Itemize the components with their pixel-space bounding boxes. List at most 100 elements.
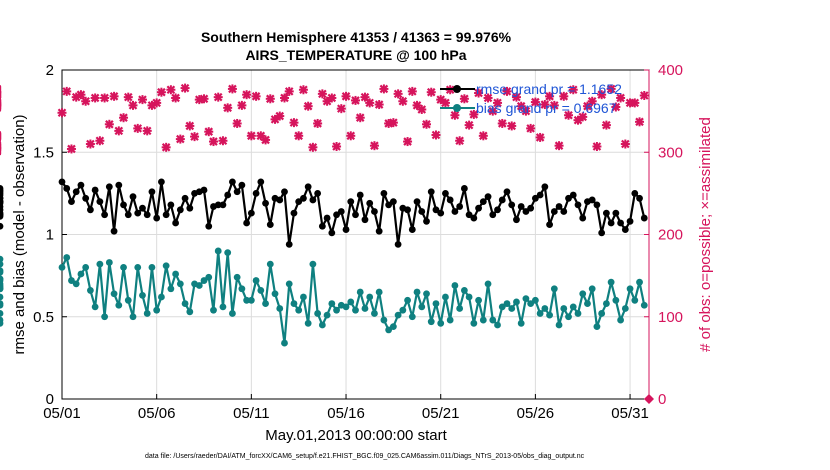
rmse-point (304, 183, 312, 191)
rmse-point (593, 201, 601, 209)
obs-marker (459, 94, 469, 104)
bias-line (61, 249, 646, 345)
y-tick-label: 0 (46, 391, 54, 408)
bias-point (58, 264, 66, 271)
obs-marker (564, 110, 574, 120)
bias-point (470, 319, 478, 327)
obs-marker (336, 104, 346, 114)
rmse-point (266, 221, 274, 229)
bias-point (427, 318, 435, 326)
obs-marker (464, 120, 474, 130)
obs-marker (223, 103, 233, 113)
bias-point (602, 300, 610, 307)
obs-marker (597, 90, 607, 100)
obs-marker (422, 119, 432, 129)
rmse-point (0, 222, 4, 230)
bias-point (214, 247, 222, 255)
bias-point (437, 319, 445, 327)
obs-marker (369, 141, 379, 151)
rmse-point (508, 201, 516, 209)
bias-point (162, 262, 170, 270)
obs-marker (199, 94, 209, 104)
bias-point (68, 277, 75, 284)
rmse-point (257, 178, 265, 186)
rmse-point (262, 199, 269, 207)
obs-marker (493, 98, 503, 108)
rmse-point (361, 216, 369, 224)
obs-marker (66, 144, 76, 154)
bias-point (276, 305, 284, 312)
obs-marker (587, 96, 597, 106)
obs-marker (156, 87, 166, 97)
x-axis-label: May.01,2013 00:00:00 start (265, 427, 447, 444)
bias-point (257, 287, 265, 294)
rmse-point (300, 194, 307, 202)
bias-point (413, 288, 421, 296)
bias-point (314, 310, 322, 317)
bias-point (77, 270, 85, 278)
obs-marker (294, 131, 304, 141)
bias-point (304, 319, 312, 327)
bias-point (503, 300, 511, 307)
bias-point (210, 306, 217, 314)
title-line-2: AIRS_TEMPERATURE @ 100 hPa (245, 47, 466, 63)
bias-point (560, 305, 568, 312)
rmse-point (347, 198, 355, 206)
obs-marker (152, 98, 162, 108)
bias-point (252, 277, 260, 284)
obs-marker (204, 127, 214, 137)
rmse-point (77, 181, 85, 189)
obs-marker (374, 100, 384, 110)
rmse-point (333, 211, 340, 219)
bias-point (640, 301, 648, 309)
bias-point (281, 339, 288, 347)
bias-point (181, 300, 189, 307)
obs-marker (137, 95, 147, 105)
rmse-point (238, 181, 246, 189)
rmse-point (612, 209, 620, 217)
obs-marker (483, 93, 493, 103)
bias-point (243, 296, 251, 304)
bias-point (0, 301, 4, 309)
obs-marker (616, 93, 626, 103)
obs-marker (109, 91, 119, 101)
bias-point (323, 311, 331, 319)
rmse-point (158, 178, 165, 186)
rmse-line (61, 180, 646, 246)
bias-point (375, 288, 383, 296)
rmse-point (314, 189, 322, 197)
obs-marker (478, 131, 488, 141)
y2-tick-label: 100 (658, 309, 683, 326)
bias-point (621, 305, 629, 312)
rmse-point (366, 199, 374, 207)
bias-point (300, 293, 307, 301)
bias-point (0, 268, 4, 276)
rmse-point (527, 204, 535, 212)
bias-point (233, 273, 241, 281)
axes: 05/01 05/06 05/11 05/16 05/21 05/26 05/31 0 0.5 1… (33, 62, 683, 422)
obs-marker (474, 88, 484, 98)
rmse-point (456, 203, 464, 210)
rmse-point (134, 209, 142, 217)
rmse-point (224, 191, 232, 199)
rmse-point (148, 188, 156, 196)
obs-marker (85, 139, 95, 149)
obs-marker (303, 101, 313, 111)
rmse-point (219, 201, 227, 209)
rmse-point (290, 209, 298, 217)
rmse-point (0, 198, 4, 205)
rmse-point (460, 185, 468, 192)
obs-marker (407, 86, 417, 96)
bias-point (456, 305, 464, 312)
rmse-point (58, 178, 66, 186)
obs-marker (95, 136, 105, 146)
obs-marker (469, 109, 479, 119)
rmse-point (214, 201, 222, 209)
bias-point (0, 293, 4, 301)
bias-point (347, 298, 355, 306)
y2-tick-label: 0 (658, 391, 666, 408)
rmse-point (423, 217, 430, 225)
bias-point (513, 298, 520, 306)
obs-marker (488, 106, 498, 116)
bias-point (91, 303, 99, 311)
